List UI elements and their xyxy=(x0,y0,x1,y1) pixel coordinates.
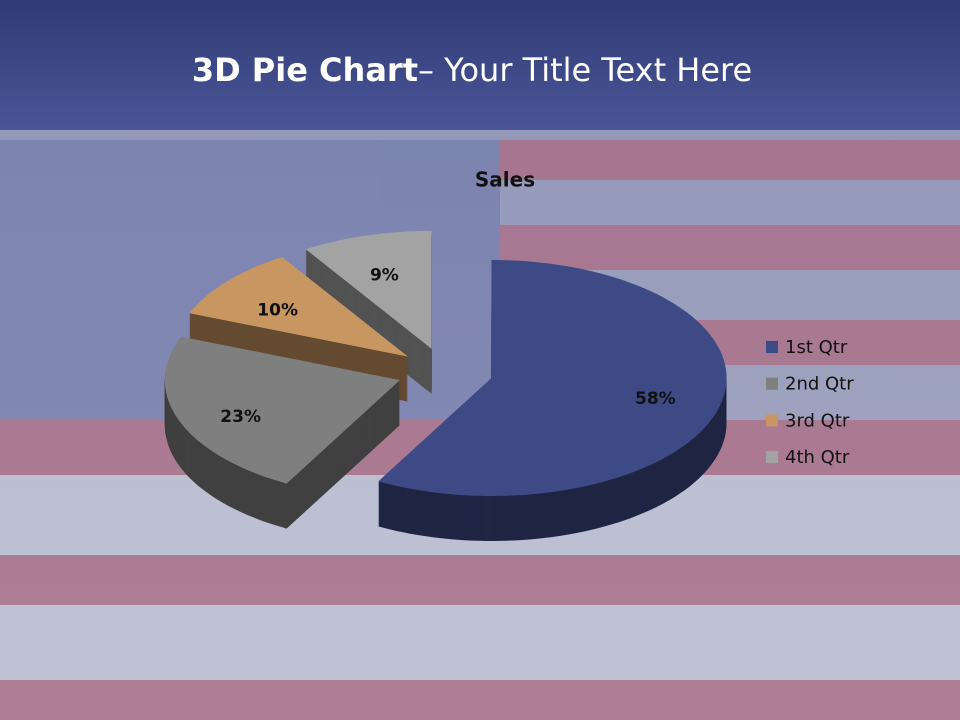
data-label: 58% xyxy=(635,389,676,409)
legend-swatch xyxy=(766,414,778,427)
data-label: 10% xyxy=(257,300,298,320)
pie-slice xyxy=(164,336,400,484)
slide-title: 3D Pie Chart– Your Title Text Here xyxy=(192,51,752,89)
slice-side: 58% xyxy=(378,260,727,541)
pie-slice xyxy=(305,230,432,349)
data-label: 23% xyxy=(220,407,261,427)
legend-swatch xyxy=(766,451,778,464)
title-rest: – Your Title Text Here xyxy=(418,51,752,89)
slice-side: 23% xyxy=(164,336,400,529)
pie-slice xyxy=(189,257,409,357)
legend-swatch xyxy=(766,341,778,353)
chart-title: Sales xyxy=(475,168,535,192)
legend-label: 2nd Qtr xyxy=(785,374,854,395)
legend-label: 3rd Qtr xyxy=(785,410,850,431)
legend-label: 1st Qtr xyxy=(785,337,848,358)
title-strong: 3D Pie Chart xyxy=(192,51,418,89)
slice-side: 10% xyxy=(189,257,409,402)
header-band xyxy=(0,0,960,130)
pie-slice xyxy=(378,260,727,496)
legend-swatch xyxy=(766,377,778,390)
legend-label: 4th Qtr xyxy=(785,447,850,468)
data-label: 9% xyxy=(370,265,399,285)
